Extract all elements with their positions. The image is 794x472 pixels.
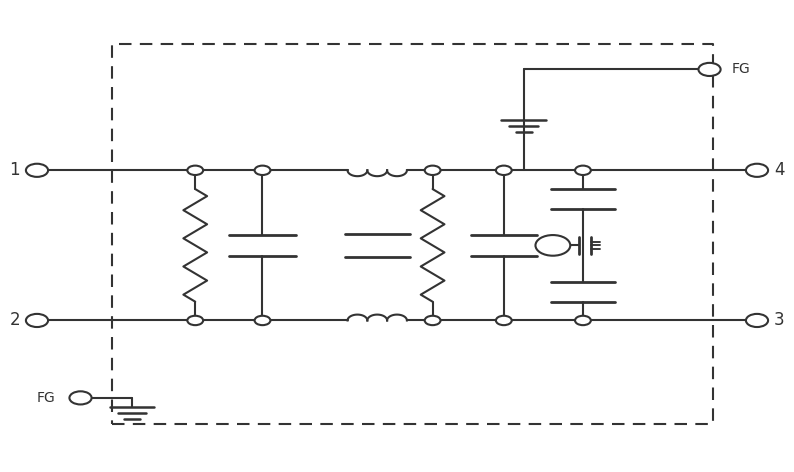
Circle shape bbox=[425, 316, 441, 325]
Circle shape bbox=[746, 164, 768, 177]
Circle shape bbox=[496, 166, 511, 175]
Text: FG: FG bbox=[732, 62, 750, 76]
Circle shape bbox=[425, 166, 441, 175]
Text: 2: 2 bbox=[10, 312, 20, 329]
Circle shape bbox=[187, 316, 203, 325]
Circle shape bbox=[69, 391, 91, 405]
Circle shape bbox=[699, 63, 721, 76]
Circle shape bbox=[746, 314, 768, 327]
Circle shape bbox=[496, 316, 511, 325]
Text: 4: 4 bbox=[774, 161, 784, 179]
Text: 3: 3 bbox=[774, 312, 784, 329]
Circle shape bbox=[255, 166, 271, 175]
Circle shape bbox=[535, 235, 570, 256]
Circle shape bbox=[26, 314, 48, 327]
Circle shape bbox=[187, 166, 203, 175]
Circle shape bbox=[26, 164, 48, 177]
Circle shape bbox=[575, 316, 591, 325]
Text: 1: 1 bbox=[10, 161, 20, 179]
Circle shape bbox=[575, 166, 591, 175]
Circle shape bbox=[255, 316, 271, 325]
Text: FG: FG bbox=[37, 391, 56, 405]
